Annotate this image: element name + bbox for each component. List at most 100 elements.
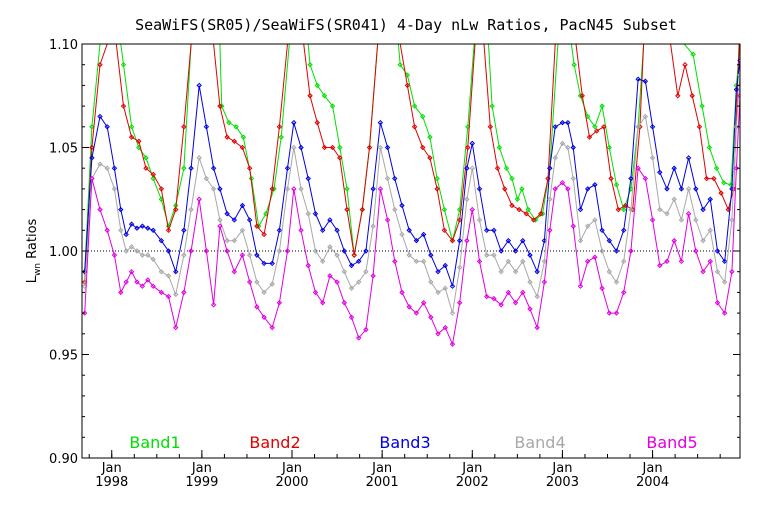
data-point bbox=[534, 293, 540, 300]
data-point bbox=[599, 103, 605, 109]
data-point bbox=[363, 268, 369, 275]
data-point bbox=[239, 252, 246, 258]
data-point bbox=[327, 217, 333, 223]
data-point bbox=[519, 186, 525, 192]
data-point bbox=[188, 206, 194, 213]
data-point bbox=[707, 196, 713, 202]
data-point bbox=[613, 310, 620, 316]
data-point bbox=[203, 248, 210, 254]
data-point bbox=[512, 300, 519, 306]
data-point bbox=[329, 144, 336, 151]
data-point bbox=[188, 248, 194, 254]
data-point bbox=[570, 223, 576, 229]
data-point bbox=[456, 300, 463, 306]
data-point bbox=[628, 175, 634, 182]
data-point bbox=[363, 248, 369, 254]
data-point bbox=[534, 268, 540, 275]
data-point bbox=[224, 237, 230, 244]
data-point bbox=[231, 237, 238, 244]
data-point bbox=[530, 217, 537, 223]
data-point bbox=[675, 93, 681, 99]
data-point bbox=[505, 237, 512, 244]
data-point bbox=[139, 283, 146, 289]
data-point bbox=[693, 186, 699, 192]
data-point bbox=[356, 279, 362, 285]
data-point bbox=[642, 175, 649, 182]
data-point bbox=[210, 302, 217, 308]
data-point bbox=[305, 262, 311, 269]
data-point bbox=[150, 283, 156, 289]
legend-entry-band5: Band5 bbox=[646, 433, 697, 452]
y-tick-label: 1.10 bbox=[49, 38, 78, 53]
data-point bbox=[377, 144, 384, 151]
data-point bbox=[254, 279, 260, 285]
data-point bbox=[196, 82, 202, 89]
data-point bbox=[337, 155, 343, 161]
data-point bbox=[642, 113, 649, 120]
data-point bbox=[224, 248, 230, 254]
data-point bbox=[231, 138, 238, 144]
data-point bbox=[392, 258, 398, 265]
data-point bbox=[399, 289, 405, 296]
data-point bbox=[628, 248, 634, 254]
data-point bbox=[435, 268, 441, 275]
data-point bbox=[356, 335, 362, 341]
data-point bbox=[173, 291, 179, 298]
data-point bbox=[254, 252, 260, 258]
data-point bbox=[123, 248, 129, 254]
data-point bbox=[246, 252, 253, 258]
data-point bbox=[210, 165, 217, 171]
data-point bbox=[469, 140, 476, 147]
data-point bbox=[584, 113, 591, 120]
data-point bbox=[721, 279, 728, 285]
series-band1 bbox=[82, 44, 740, 275]
data-point bbox=[348, 262, 355, 269]
data-point bbox=[231, 268, 238, 275]
data-point bbox=[312, 289, 319, 296]
data-point bbox=[217, 103, 223, 109]
data-point bbox=[118, 206, 124, 213]
data-point bbox=[565, 119, 571, 126]
data-point bbox=[428, 279, 434, 285]
data-point bbox=[104, 165, 110, 171]
data-point bbox=[239, 227, 246, 234]
data-point bbox=[344, 206, 350, 213]
data-point bbox=[505, 258, 512, 265]
data-point bbox=[261, 289, 267, 296]
data-point bbox=[231, 217, 238, 223]
x-tick-month: Jan bbox=[551, 461, 572, 476]
data-point bbox=[196, 155, 202, 161]
data-point bbox=[685, 155, 692, 161]
data-point bbox=[307, 61, 313, 68]
data-point bbox=[278, 134, 284, 140]
data-point bbox=[592, 217, 598, 223]
svg-text:Lwn Ratios: Lwn Ratios bbox=[25, 218, 43, 283]
data-point bbox=[514, 196, 521, 202]
data-point bbox=[158, 289, 165, 296]
data-point bbox=[370, 273, 376, 279]
data-point bbox=[696, 124, 703, 130]
data-point bbox=[621, 258, 627, 265]
data-point bbox=[145, 252, 151, 258]
data-point bbox=[406, 304, 412, 310]
data-point bbox=[413, 237, 420, 244]
data-point bbox=[737, 57, 740, 64]
data-point bbox=[690, 51, 696, 58]
data-point bbox=[291, 119, 297, 126]
data-point bbox=[476, 186, 483, 192]
data-point bbox=[319, 258, 326, 265]
data-point bbox=[491, 295, 497, 302]
data-point bbox=[613, 182, 620, 188]
data-point bbox=[491, 227, 497, 234]
data-point bbox=[498, 248, 504, 254]
y-tick-label: 1.00 bbox=[49, 245, 78, 260]
data-point bbox=[397, 61, 403, 68]
x-tick-year: 2004 bbox=[636, 475, 669, 490]
data-point bbox=[118, 227, 124, 234]
data-point bbox=[276, 300, 283, 306]
data-point bbox=[469, 165, 476, 171]
data-point bbox=[464, 165, 470, 171]
data-point bbox=[527, 252, 533, 258]
data-point bbox=[150, 227, 156, 234]
y-axis-title-main: L bbox=[25, 275, 40, 283]
